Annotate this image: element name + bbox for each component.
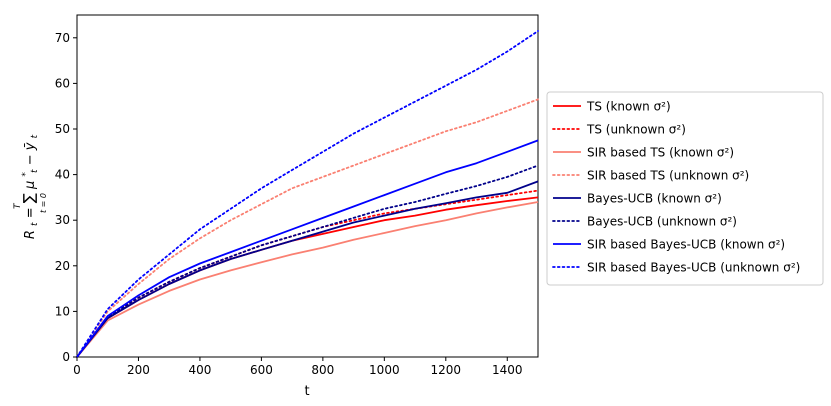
y-axis-label: R t = ∑ μ * t − ȳ t T t = 0 <box>13 134 48 239</box>
series-line-4 <box>76 180 539 358</box>
ylabel-sum: ∑ <box>20 193 38 203</box>
y-tick-label: 70 <box>55 31 70 45</box>
x-tick-label: 1400 <box>492 363 523 377</box>
y-tick-label: 30 <box>55 213 70 227</box>
ylabel-y-sub: t <box>30 134 40 138</box>
ylabel-sum-sub: t = 0 <box>39 193 48 213</box>
ylabel-sum-sup: T <box>13 202 23 209</box>
series-line-7 <box>76 30 539 358</box>
legend-label-0: TS (known σ²) <box>586 100 671 114</box>
ylabel-mu: μ <box>23 181 38 190</box>
legend-label-1: TS (unknown σ²) <box>586 123 686 137</box>
svg-text:R t = ∑: R t = ∑ μ * t − ȳ t <box>17 134 41 239</box>
ylabel-mu-sub: t <box>30 169 40 173</box>
ylabel-minus: − <box>23 150 38 165</box>
ylabel-mu-sup: * <box>21 172 31 177</box>
legend: TS (known σ²) TS (unknown σ²) SIR based TS… <box>546 91 824 286</box>
y-tick-label: 0 <box>62 350 70 364</box>
legend-label-4: Bayes-UCB (known σ²) <box>587 192 722 206</box>
legend-label-6: SIR based Bayes-UCB (known σ²) <box>587 238 785 252</box>
y-tick-label: 10 <box>55 304 70 318</box>
legend-label-3: SIR based TS (unknown σ²) <box>587 169 749 183</box>
x-tick-label: 400 <box>188 363 211 377</box>
x-axis-label: t <box>304 384 309 399</box>
x-tick-label: 1200 <box>431 363 462 377</box>
x-tick-label: 800 <box>311 363 334 377</box>
series-line-6 <box>76 139 539 358</box>
plot-frame <box>76 14 539 358</box>
legend-label-5: Bayes-UCB (unknown σ²) <box>587 215 737 229</box>
x-tick-label: 600 <box>250 363 273 377</box>
series-line-5 <box>76 164 539 358</box>
legend-label-2: SIR based TS (known σ²) <box>587 146 734 160</box>
ylabel-eq: = <box>23 203 38 218</box>
y-axis: 0 10 20 30 40 50 60 70 <box>55 31 77 364</box>
series-line-3 <box>76 98 539 358</box>
series-line-2 <box>76 201 539 358</box>
x-tick-label: 1000 <box>369 363 400 377</box>
x-axis: 0 200 400 600 800 1000 1200 1400 <box>73 357 523 377</box>
ylabel-y: ȳ <box>23 142 38 151</box>
y-tick-label: 50 <box>55 122 70 136</box>
y-tick-label: 40 <box>55 168 70 182</box>
ylabel-r: R <box>23 230 38 239</box>
legend-label-7: SIR based Bayes-UCB (unknown σ²) <box>587 261 800 275</box>
x-tick-label: 200 <box>127 363 150 377</box>
legend-frame <box>546 91 824 286</box>
ylabel-r-sub: t <box>30 222 40 226</box>
y-tick-label: 60 <box>55 76 70 90</box>
plot-area <box>76 14 539 358</box>
x-tick-label: 0 <box>73 363 81 377</box>
y-tick-label: 20 <box>55 259 70 273</box>
